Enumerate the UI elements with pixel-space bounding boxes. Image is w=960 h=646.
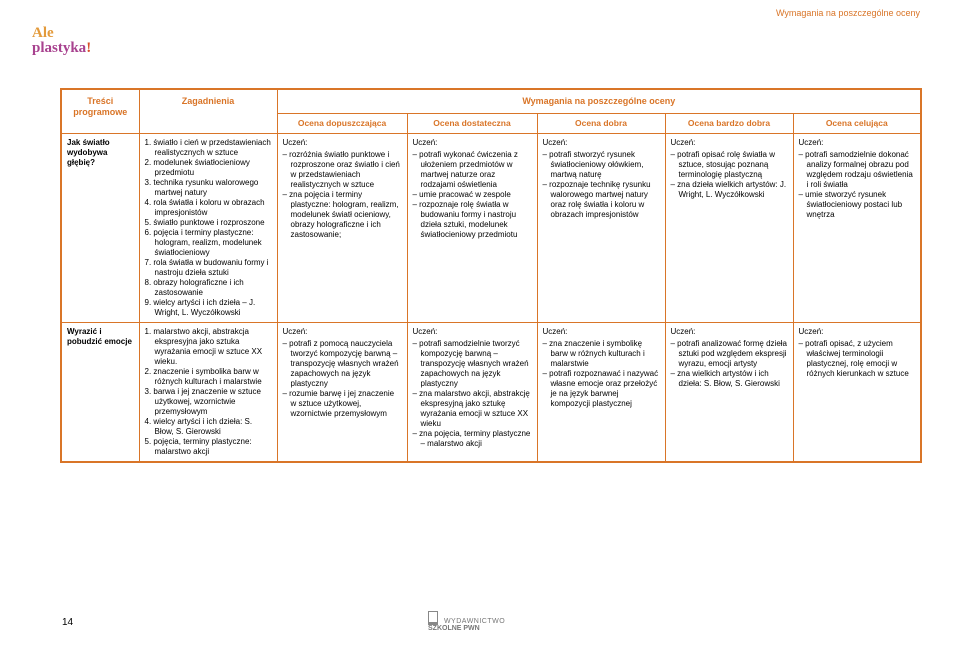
list-item: potrafi stworzyć rysunek światłocieniowy… [543, 150, 660, 180]
list-item: zna dzieła wielkich artystów: J. Wright,… [671, 180, 788, 200]
list-item: 2. modelunek światłocieniowy przedmiotu [145, 158, 272, 178]
logo-plastyka: plastyka [32, 40, 86, 56]
list-item: potrafi wykonać ćwiczenia z ułożeniem pr… [413, 150, 532, 190]
row1-dostateczna: Uczeń: potrafi wykonać ćwiczenia z ułoże… [407, 133, 537, 322]
row2-celujaca: Uczeń: potrafi opisać, z użyciem właściw… [793, 322, 921, 462]
list-item: 4. rola światła i koloru w obrazach impr… [145, 198, 272, 218]
row2-dopuszczajaca: Uczeń: potrafi z pomocą nauczyciela twor… [277, 322, 407, 462]
table-row: Wyrazić i pobudzić emocje 1. malarstwo a… [61, 322, 921, 462]
row1-zagadnienia: 1. światło i cień w przedstawieniach rea… [139, 133, 277, 322]
row1-tresci: Jak światło wydobywa głębię? [61, 133, 139, 322]
logo: Ale plastyka! [32, 26, 91, 56]
list-item: potrafi samodzielnie dokonać analizy for… [799, 150, 916, 190]
list-item: 5. światło punktowe i rozproszone [145, 218, 272, 228]
table-row: Jak światło wydobywa głębię? 1. światło … [61, 133, 921, 322]
list-item: potrafi analizować formę dzieła sztuki p… [671, 339, 788, 369]
list-item: potrafi rozpoznawać i nazywać własne emo… [543, 369, 660, 409]
th-ocena-celujaca: Ocena celująca [793, 114, 921, 134]
uczen-label: Uczeń: [413, 327, 532, 337]
uczen-label: Uczeń: [283, 327, 402, 337]
page-number: 14 [62, 617, 73, 628]
logo-ale: Ale [32, 25, 54, 41]
list-item: zna znaczenie i symbolikę barw w różnych… [543, 339, 660, 369]
row1-dopuszczajaca: Uczeń: rozróżnia światło punktowe i rozp… [277, 133, 407, 322]
row1-dobra: Uczeń: potrafi stworzyć rysunek światłoc… [537, 133, 665, 322]
publisher-line2: SZKOLNE PWN [428, 625, 480, 632]
list-item: 9. wielcy artyści i ich dzieła – J. Wrig… [145, 298, 272, 318]
uczen-label: Uczeń: [543, 327, 660, 337]
list-item: rozumie barwę i jej znaczenie w sztuce u… [283, 389, 402, 419]
book-icon [428, 611, 438, 625]
row1-celujaca: Uczeń: potrafi samodzielnie dokonać anal… [793, 133, 921, 322]
list-item: 3. barwa i jej znaczenie w sztuce użytko… [145, 387, 272, 417]
list-item: 7. rola światła w budowaniu formy i nast… [145, 258, 272, 278]
uczen-label: Uczeń: [413, 138, 532, 148]
row2-dobra: Uczeń: zna znaczenie i symbolikę barw w … [537, 322, 665, 462]
th-wymagania: Wymagania na poszczególne oceny [277, 89, 921, 114]
running-header: Wymagania na poszczególne oceny [776, 8, 920, 18]
list-item: 8. obrazy holograficzne i ich zastosowan… [145, 278, 272, 298]
publisher-line1: WYDAWNICTWO [444, 618, 505, 625]
list-item: rozpoznaje rolę światła w budowaniu form… [413, 200, 532, 240]
requirements-table: Treści programowe Zagadnienia Wymagania … [60, 88, 922, 463]
row2-tresci: Wyrazić i pobudzić emocje [61, 322, 139, 462]
list-item: potrafi opisać rolę światła w sztuce, st… [671, 150, 788, 180]
row2-dostateczna: Uczeń: potrafi samodzielnie tworzyć komp… [407, 322, 537, 462]
th-ocena-bardzo-dobra: Ocena bardzo dobra [665, 114, 793, 134]
row1-bardzo-dobra: Uczeń: potrafi opisać rolę światła w szt… [665, 133, 793, 322]
list-item: rozróżnia światło punktowe i rozproszone… [283, 150, 402, 190]
logo-excl: ! [86, 40, 91, 56]
row2-bardzo-dobra: Uczeń: potrafi analizować formę dzieła s… [665, 322, 793, 462]
uczen-label: Uczeń: [671, 138, 788, 148]
list-item: 2. znaczenie i symbolika barw w różnych … [145, 367, 272, 387]
list-item: 1. światło i cień w przedstawieniach rea… [145, 138, 272, 158]
uczen-label: Uczeń: [799, 138, 916, 148]
list-item: rozpoznaje technikę rysunku walorowego m… [543, 180, 660, 220]
th-ocena-dopuszczajaca: Ocena dopuszczająca [277, 114, 407, 134]
list-item: zna pojęcia i terminy plastyczne: hologr… [283, 190, 402, 240]
list-item: umie pracować w zespole [413, 190, 532, 200]
uczen-label: Uczeń: [799, 327, 916, 337]
list-item: potrafi z pomocą nauczyciela tworzyć kom… [283, 339, 402, 389]
uczen-label: Uczeń: [543, 138, 660, 148]
list-item: potrafi opisać, z użyciem właściwej term… [799, 339, 916, 379]
list-item: potrafi samodzielnie tworzyć kompozycję … [413, 339, 532, 389]
th-zagadnienia: Zagadnienia [139, 89, 277, 133]
th-ocena-dostateczna: Ocena dostateczna [407, 114, 537, 134]
row2-zagadnienia: 1. malarstwo akcji, abstrakcja ekspresyj… [139, 322, 277, 462]
list-item: 4. wielcy artyści i ich dzieła: S. Błow,… [145, 417, 272, 437]
th-ocena-dobra: Ocena dobra [537, 114, 665, 134]
th-tresci: Treści programowe [61, 89, 139, 133]
list-item: 5. pojęcia, terminy plastyczne: malarstw… [145, 437, 272, 457]
list-item: 1. malarstwo akcji, abstrakcja ekspresyj… [145, 327, 272, 367]
list-item: 6. pojęcia i terminy plastyczne: hologra… [145, 228, 272, 258]
publisher-logo: WYDAWNICTWO SZKOLNE PWN [428, 611, 505, 632]
list-item: zna wielkich artystów i ich dzieła: S. B… [671, 369, 788, 389]
uczen-label: Uczeń: [671, 327, 788, 337]
list-item: zna malarstwo akcji, abstrakcję ekspresy… [413, 389, 532, 429]
uczen-label: Uczeń: [283, 138, 402, 148]
list-item: umie stworzyć rysunek światłocieniowy po… [799, 190, 916, 220]
list-item: 3. technika rysunku walorowego martwej n… [145, 178, 272, 198]
list-item: zna pojęcia, terminy plastyczne – malars… [413, 429, 532, 449]
